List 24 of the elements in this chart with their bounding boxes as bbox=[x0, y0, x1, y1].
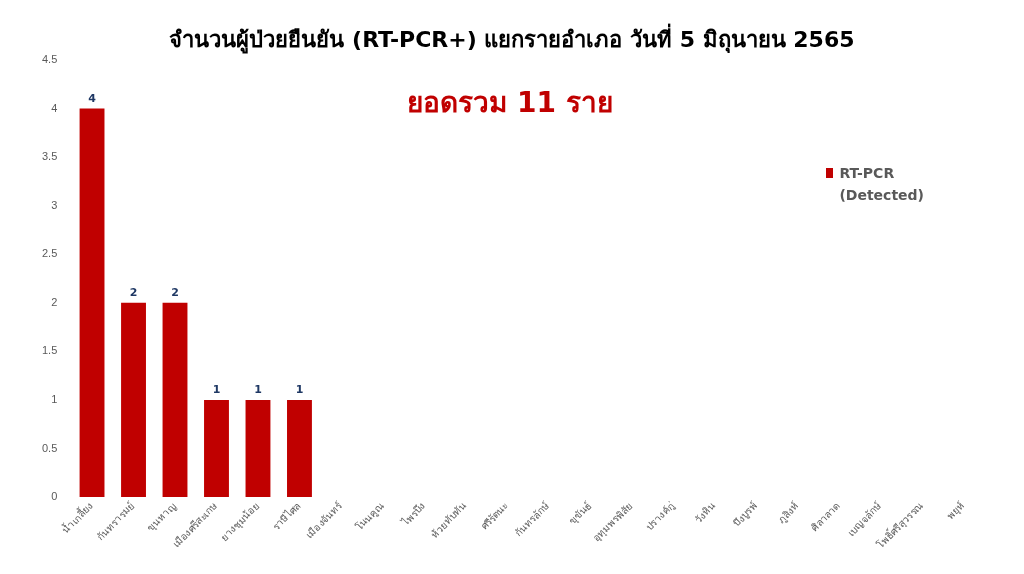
text: ยอดรวม 11 ราย bbox=[406, 85, 614, 121]
bar bbox=[121, 302, 146, 498]
y-tick-label: 1.5 bbox=[41, 344, 58, 357]
data-label: 2 bbox=[129, 286, 138, 300]
bar bbox=[79, 108, 105, 498]
y-tick-label: 4.5 bbox=[41, 53, 58, 66]
bar bbox=[204, 399, 229, 498]
data-label: 4 bbox=[88, 91, 97, 105]
data-label: 1 bbox=[212, 383, 221, 397]
data-label: 2 bbox=[171, 286, 179, 300]
y-tick-label: 3.5 bbox=[41, 150, 58, 163]
bar bbox=[287, 399, 312, 498]
bar bbox=[245, 399, 271, 498]
data-label: 1 bbox=[295, 383, 304, 397]
data-label: 1 bbox=[254, 383, 262, 397]
y-tick-label: 0 bbox=[51, 490, 58, 503]
bar bbox=[162, 302, 188, 498]
y-tick-label: 2.5 bbox=[41, 247, 58, 260]
y-tick-label: 4 bbox=[51, 101, 58, 114]
legend-label: RT-PCR (Detected) bbox=[839, 164, 925, 205]
y-tick-label: 0.5 bbox=[41, 441, 58, 454]
y-tick-label: 2 bbox=[51, 295, 58, 308]
y-tick-label: 3 bbox=[51, 198, 58, 211]
y-tick-label: 1 bbox=[51, 392, 58, 405]
